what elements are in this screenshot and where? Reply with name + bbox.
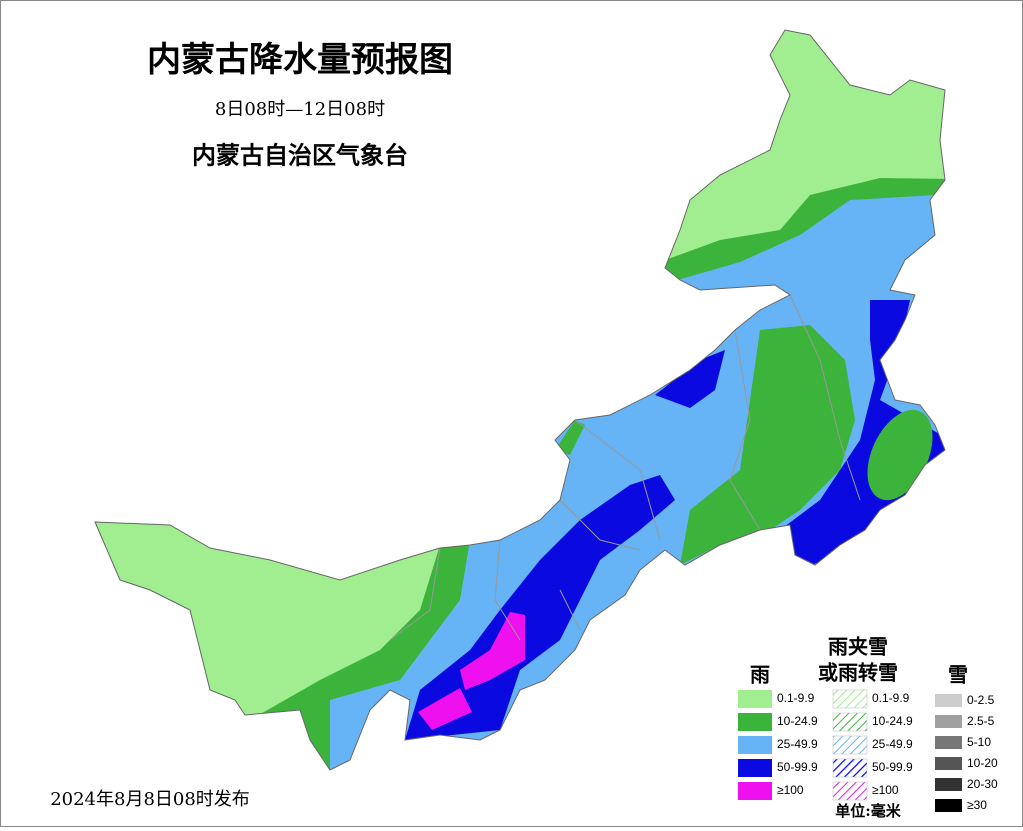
legend-label: 0.1-9.9 [777,691,815,705]
legend-swatch [832,735,868,755]
legend-swatch [935,799,962,812]
legend-label: 10-20 [967,756,998,770]
legend-title: 雨夹雪 [828,635,888,659]
legend-label: 10-24.9 [777,714,818,728]
legend-label: ≥100 [777,783,804,797]
legend-label: ≥30 [967,798,987,812]
legend-label: 5-10 [967,735,991,749]
legend-swatch [832,781,868,801]
legend-swatch [738,759,772,777]
legend-swatch [935,715,962,728]
admin-borders [389,294,861,641]
legend-label: 20-30 [967,777,998,791]
legend-swatch [832,689,868,709]
legend-title: 雨 [750,663,770,687]
legend-swatch [738,690,772,708]
legend-label: 25-49.9 [777,737,818,751]
legend-swatch [832,712,868,732]
legend-swatch [935,757,962,770]
legend-title: 或雨转雪 [818,661,898,685]
issue-time: 2024年8月8日08时发布 [50,789,250,810]
legend-swatch [738,782,772,800]
legend-swatch [738,736,772,754]
legend-label: 0-2.5 [967,693,995,707]
legend-label: 10-24.9 [872,714,913,728]
title: 内蒙古降水量预报图 [147,40,453,80]
legend-label: 25-49.9 [872,737,913,751]
legend-swatch [832,758,868,778]
legend-swatch [935,778,962,791]
legend-label: 0.1-9.9 [872,691,910,705]
legend-swatch [935,694,962,707]
issuer: 内蒙古自治区气象台 [192,141,408,170]
unit: 单位:毫米 [835,802,902,820]
region-outline [94,29,946,771]
legend-swatch [738,713,772,731]
legend-label: ≥100 [872,783,899,797]
period: 8日08时—12日08时 [215,99,385,120]
legend-title: 雪 [948,663,968,687]
legend-label: 50-99.9 [777,760,818,774]
legend-label: 50-99.9 [872,760,913,774]
legend-swatch [935,736,962,749]
legend-label: 2.5-5 [967,714,995,728]
